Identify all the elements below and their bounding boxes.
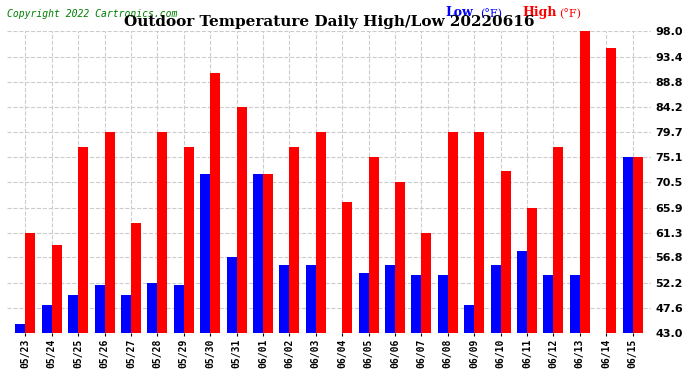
Text: (°F): (°F) [480,9,502,20]
Bar [157,132,168,333]
Bar [474,132,484,333]
Bar [210,73,220,333]
Bar [633,156,642,333]
Bar [342,201,353,333]
Bar [553,147,564,333]
Bar [68,295,78,333]
Bar [607,48,616,333]
Bar [464,304,474,333]
Bar [622,156,633,333]
Bar [306,265,316,333]
Text: (°F): (°F) [559,9,581,20]
Bar [411,275,422,333]
Bar [52,245,62,333]
Bar [570,275,580,333]
Bar [422,233,431,333]
Bar [131,224,141,333]
Bar [491,265,501,333]
Bar [105,132,115,333]
Text: Low: Low [445,6,473,20]
Text: High: High [522,6,557,20]
Bar [395,182,405,333]
Bar [26,233,35,333]
Bar [438,275,448,333]
Bar [78,147,88,333]
Bar [95,285,105,333]
Bar [501,171,511,333]
Bar [174,285,184,333]
Title: Outdoor Temperature Daily High/Low 20220616: Outdoor Temperature Daily High/Low 20220… [124,15,534,29]
Bar [316,132,326,333]
Bar [121,295,131,333]
Bar [200,174,210,333]
Bar [15,324,26,333]
Bar [226,258,237,333]
Bar [253,174,263,333]
Bar [237,107,246,333]
Bar [279,265,289,333]
Bar [517,251,527,333]
Text: Copyright 2022 Cartronics.com: Copyright 2022 Cartronics.com [7,9,177,20]
Bar [580,32,590,333]
Bar [544,275,553,333]
Bar [385,265,395,333]
Bar [448,132,458,333]
Bar [263,174,273,333]
Bar [368,156,379,333]
Bar [527,207,537,333]
Bar [184,147,194,333]
Bar [42,304,52,333]
Bar [289,147,299,333]
Bar [148,283,157,333]
Bar [359,273,368,333]
